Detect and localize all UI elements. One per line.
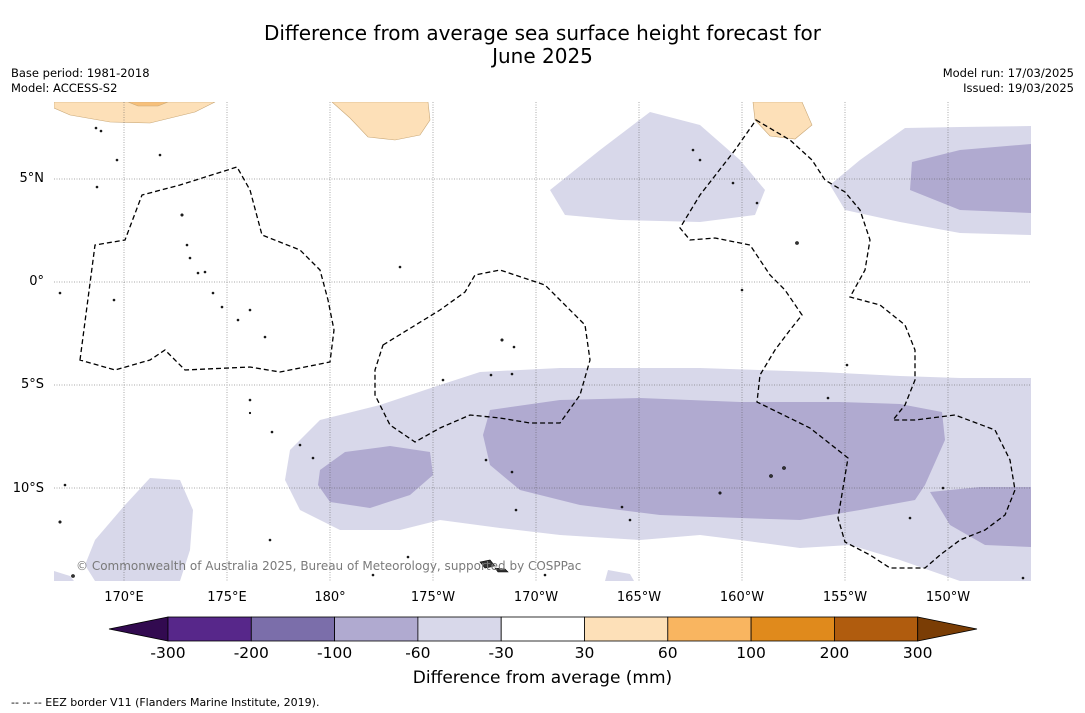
meta-right: Model run: 17/03/2025 Issued: 19/03/2025 — [943, 66, 1074, 96]
lat-label: 10°S — [12, 481, 44, 496]
gridlines — [54, 102, 1031, 581]
colorbar-swatch — [417, 616, 502, 642]
colorbar-swatch — [750, 616, 835, 642]
title-line-1: Difference from average sea surface heig… — [263, 21, 822, 45]
colorbar-extend-low — [108, 616, 169, 642]
anomaly-region-medium — [483, 398, 945, 520]
anomaly-region-light — [54, 571, 74, 581]
colorbar-tick: 300 — [902, 644, 933, 662]
meta-left: Base period: 1981-2018 Model: ACCESS-S2 — [11, 66, 150, 96]
anomaly-region-positive — [752, 102, 813, 140]
islands — [58, 126, 1025, 580]
lon-label: 175°W — [410, 590, 456, 605]
lat-label: 5°S — [20, 377, 44, 392]
issued-date: Issued: 19/03/2025 — [963, 81, 1074, 95]
title-line-2: June 2025 — [492, 44, 593, 68]
colorbar-swatch — [167, 616, 252, 642]
colorbar-swatch — [334, 616, 419, 642]
colorbar-tick: -200 — [233, 644, 269, 662]
anomaly-region-positive — [127, 102, 169, 107]
colorbar-swatch — [834, 616, 919, 642]
colorbar-swatch — [500, 616, 585, 642]
colorbar — [108, 616, 978, 642]
colorbar-tick: -300 — [150, 644, 186, 662]
model-name: Model: ACCESS-S2 — [11, 81, 118, 95]
copyright-notice: © Commonwealth of Australia 2025, Bureau… — [76, 559, 582, 573]
lon-label: 180° — [314, 590, 346, 605]
colorbar-tick: 60 — [657, 644, 678, 662]
anomaly-region-light — [85, 478, 193, 581]
lon-label: 170°W — [513, 590, 559, 605]
colorbar-tick: 100 — [736, 644, 766, 662]
base-period: Base period: 1981-2018 — [11, 66, 150, 80]
anomaly-region-medium — [910, 144, 1031, 213]
colorbar-tick: -100 — [317, 644, 353, 662]
lon-label: 175°E — [207, 590, 247, 605]
lat-label: 0° — [29, 274, 44, 289]
anomaly-region-positive — [54, 102, 216, 124]
anomaly-region-medium — [930, 487, 1031, 547]
anomaly-region-positive — [331, 102, 431, 141]
anomaly-region-medium — [318, 446, 433, 508]
colorbar-swatch — [667, 616, 752, 642]
lon-label: 165°W — [616, 590, 662, 605]
anomaly-region-light — [550, 112, 765, 222]
colorbar-swatch — [250, 616, 336, 642]
colorbar-tick: 200 — [819, 644, 850, 662]
lon-label: 150°W — [925, 590, 971, 605]
lat-label: 5°N — [19, 171, 45, 186]
colorbar-tick: 30 — [574, 644, 595, 662]
eez-legend-note: -- -- -- EEZ border V11 (Flanders Marine… — [11, 696, 320, 709]
model-run: Model run: 17/03/2025 — [942, 66, 1074, 80]
lon-label: 170°E — [104, 590, 144, 605]
eez-borders — [79, 119, 1016, 569]
colorbar-extend-high — [917, 616, 978, 642]
colorbar-tick: -30 — [488, 644, 514, 662]
colorbar-swatch — [584, 616, 669, 642]
colorbar-tick: -60 — [405, 644, 431, 662]
map-area — [54, 102, 1031, 581]
colorbar-title: Difference from average (mm) — [412, 668, 673, 688]
lon-label: 155°W — [822, 590, 868, 605]
map-title: Difference from average sea surface heig… — [0, 22, 1085, 68]
lon-label: 160°W — [719, 590, 765, 605]
anomaly-region-light — [605, 570, 634, 581]
